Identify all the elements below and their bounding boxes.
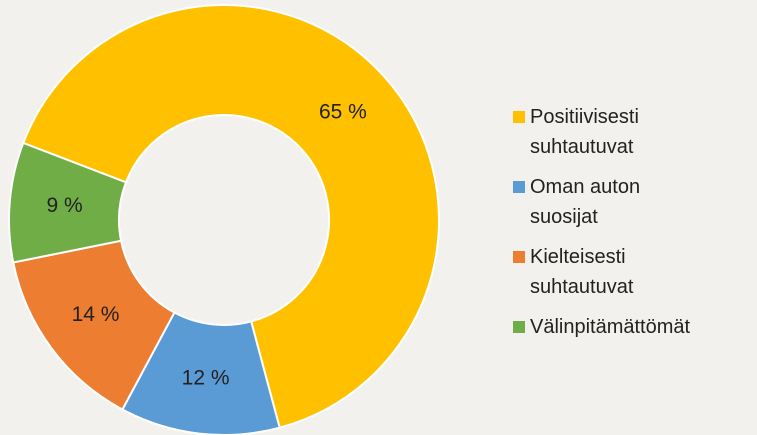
legend-swatch — [513, 321, 525, 333]
data-label: 9 % — [46, 194, 82, 217]
legend-swatch — [513, 181, 525, 193]
legend-label: Välinpitämättömät — [530, 316, 691, 338]
donut-slice — [21, 4, 440, 429]
data-label: 14 % — [72, 303, 120, 326]
data-label: 12 % — [182, 366, 230, 389]
legend-item: Positiivisesti suhtautuvat — [513, 102, 690, 162]
legend-label: Kielteisesti suhtautuvat — [530, 246, 634, 298]
legend-label: Positiivisesti suhtautuvat — [530, 106, 639, 158]
legend-label: Oman auton suosijat — [530, 176, 641, 228]
legend-swatch — [513, 111, 525, 123]
legend: Positiivisesti suhtautuvat Oman auton suo… — [513, 102, 690, 352]
donut-slice — [8, 141, 128, 264]
legend-item: Välinpitämättömät — [513, 312, 690, 342]
legend-item: Kielteisesti suhtautuvat — [513, 242, 690, 302]
data-label: 65 % — [319, 100, 367, 123]
legend-swatch — [513, 251, 525, 263]
donut-slice — [12, 239, 176, 411]
legend-item: Oman auton suosijat — [513, 172, 690, 232]
